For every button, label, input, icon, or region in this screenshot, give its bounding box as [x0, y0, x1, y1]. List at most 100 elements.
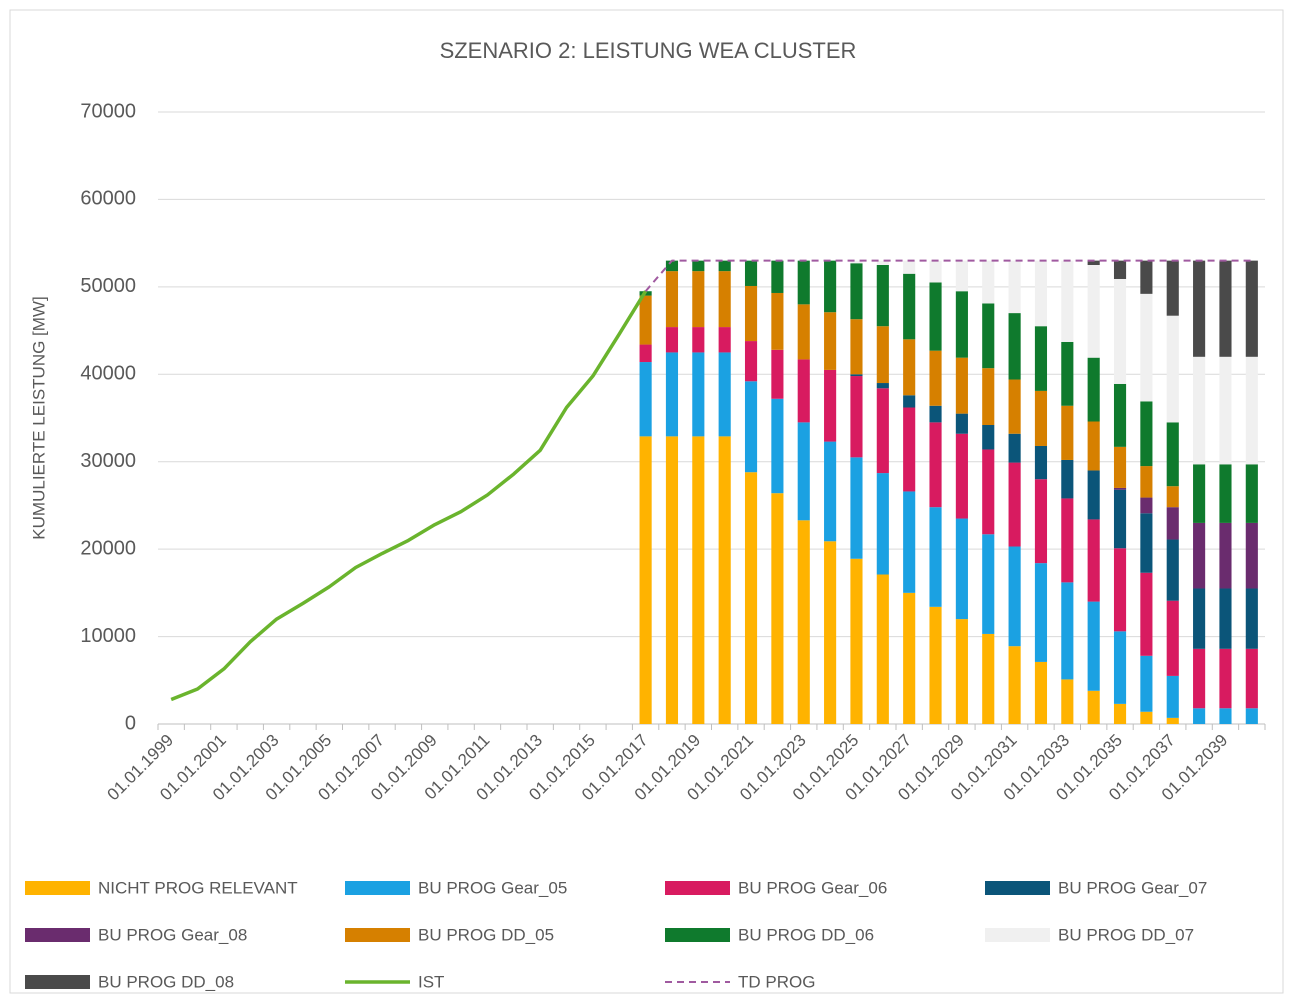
legend-swatch — [25, 975, 90, 989]
bar-segment — [903, 407, 916, 492]
bar-segment — [903, 339, 916, 396]
bar-segment — [797, 520, 810, 724]
bar-segment — [639, 362, 652, 437]
bar-segment — [1140, 655, 1153, 712]
bar-segment — [692, 260, 705, 272]
bar-segment — [639, 344, 652, 363]
bar-segment — [1087, 421, 1100, 471]
legend-label: BU PROG DD_08 — [98, 972, 234, 991]
bar-segment — [982, 303, 995, 369]
bar-segment — [1140, 711, 1153, 724]
bar-segment — [1061, 679, 1074, 724]
legend-swatch — [345, 881, 410, 895]
legend-label: NICHT PROG RELEVANT — [98, 878, 298, 897]
bar-segment — [850, 319, 863, 375]
bar-segment — [824, 369, 837, 442]
bar-segment — [982, 260, 995, 304]
bar-segment — [665, 271, 679, 328]
bar-segment — [982, 449, 995, 535]
bar-segment — [692, 327, 705, 353]
bar-segment — [850, 260, 863, 264]
legend-label: BU PROG DD_06 — [738, 925, 874, 944]
bar-segment — [1061, 459, 1074, 499]
bar-segment — [1113, 260, 1127, 279]
bar-segment — [771, 493, 784, 724]
bar-segment — [1034, 326, 1048, 391]
bar-segment — [744, 381, 758, 473]
bar-segment — [1166, 600, 1179, 676]
bar-segment — [929, 260, 942, 283]
bar-segment — [850, 457, 863, 559]
bar-segment — [824, 441, 837, 542]
bar-segment — [1008, 546, 1021, 647]
y-tick-label: 0 — [125, 712, 136, 734]
y-tick-label: 60000 — [80, 188, 136, 210]
bar-segment — [718, 436, 731, 724]
bar-segment — [1219, 648, 1232, 709]
bar-segment — [1219, 356, 1232, 465]
bar-segment — [1193, 588, 1206, 649]
bar-segment — [771, 349, 784, 399]
bar-segment — [771, 398, 784, 494]
legend-swatch — [25, 928, 90, 942]
bar-segment — [876, 388, 889, 474]
legend-label: BU PROG DD_07 — [1058, 925, 1194, 944]
bar-segment — [929, 422, 942, 508]
bar-segment — [1061, 260, 1074, 342]
bar-segment — [1087, 265, 1100, 358]
bar-segment — [744, 285, 758, 342]
bar-segment — [718, 271, 731, 328]
bar-segment — [665, 260, 679, 272]
bar-segment — [1008, 646, 1021, 724]
bar-segment — [1140, 497, 1153, 514]
bar-segment — [718, 327, 731, 353]
bar-segment — [1140, 260, 1153, 294]
bar-segment — [1245, 708, 1258, 724]
bar-segment — [929, 405, 942, 423]
bar-segment — [850, 558, 863, 724]
chart-title: SZENARIO 2: LEISTUNG WEA CLUSTER — [440, 38, 857, 63]
line-series — [170, 290, 648, 702]
bar-segment — [1087, 470, 1100, 520]
bar-segment — [929, 350, 942, 406]
bar-segment — [850, 376, 863, 458]
bar-segment — [1008, 433, 1021, 463]
bar-segment — [1061, 498, 1074, 583]
legend-swatch — [665, 928, 730, 942]
bar-segment — [1193, 464, 1206, 523]
bar-segment — [718, 352, 731, 437]
bar-segment — [1087, 260, 1100, 265]
bar-segment — [639, 436, 652, 724]
bar-segment — [1166, 675, 1179, 718]
bar-segment — [771, 260, 784, 293]
legend-label: TD PROG — [738, 972, 815, 991]
bar-segment — [1034, 390, 1048, 446]
bar-segment — [692, 352, 705, 437]
y-axis-label: KUMULIERTE LEISTUNG [MW] — [29, 296, 48, 539]
bar-segment — [1008, 313, 1021, 380]
bar-segment — [1166, 717, 1179, 724]
bar-segment — [665, 352, 679, 437]
bar-segment — [1061, 582, 1074, 680]
bar-segment — [1008, 462, 1021, 547]
bar-segment — [1113, 446, 1127, 488]
bar-segment — [1245, 260, 1258, 357]
bar-segment — [797, 260, 810, 305]
bar-segment — [1166, 507, 1179, 540]
bar-segment — [955, 413, 968, 434]
bar-segment — [850, 263, 863, 320]
legend-label: BU PROG Gear_07 — [1058, 878, 1207, 897]
y-tick-label: 20000 — [80, 537, 136, 559]
bar-segment — [639, 295, 652, 345]
bar-segment — [1245, 464, 1258, 523]
bar-segment — [1245, 522, 1258, 589]
bar-segment — [876, 260, 889, 265]
bar-segment — [1113, 631, 1127, 704]
bar-segment — [1113, 383, 1127, 447]
bar-segment — [797, 422, 810, 521]
bar-segment — [903, 260, 916, 274]
bar-segment — [903, 395, 916, 408]
bar-segment — [1113, 487, 1127, 490]
bar-segment — [1193, 708, 1206, 724]
